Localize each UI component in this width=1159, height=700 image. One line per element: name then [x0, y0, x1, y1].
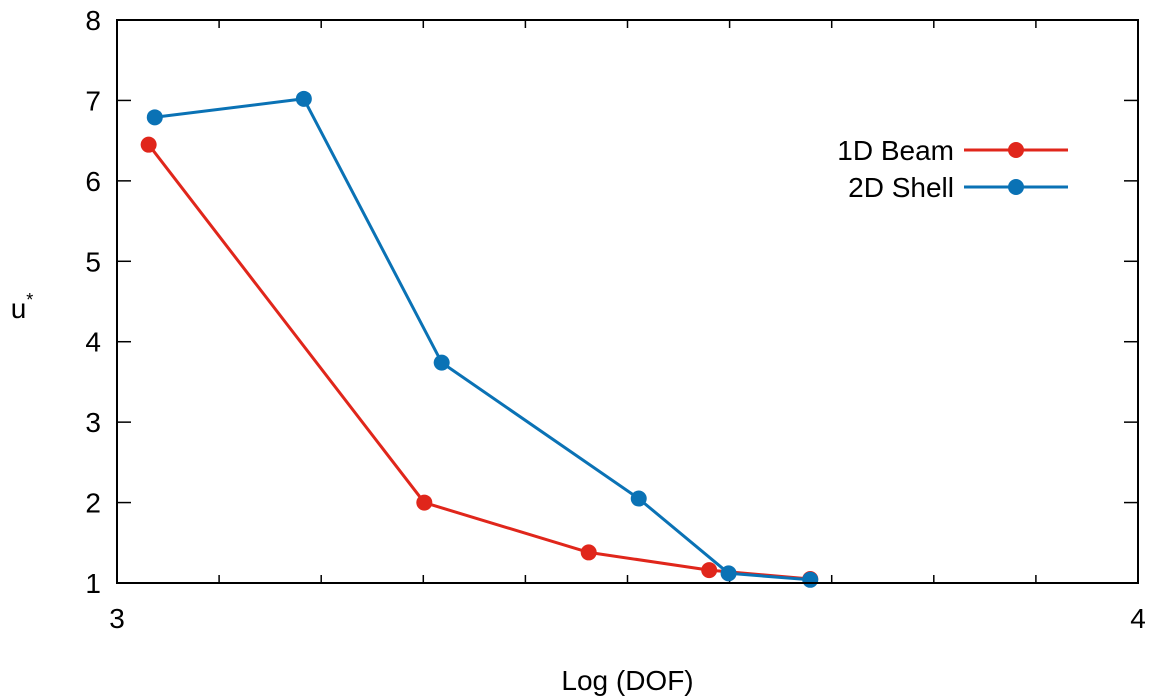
- data-point: [146, 109, 163, 126]
- tick-labels: 1 2 3 4 5 6 7 8 3 4: [85, 5, 1145, 634]
- plot-frame: [116, 19, 1139, 584]
- data-point: [295, 90, 312, 107]
- series: [140, 136, 819, 587]
- data-point: [140, 136, 157, 153]
- y-tick-label: 7: [85, 85, 101, 116]
- y-axis-label-main: u: [11, 293, 27, 324]
- legend-label: 1D Beam: [837, 135, 954, 166]
- data-point: [720, 565, 737, 582]
- x-minor-ticks: [218, 20, 1037, 583]
- y-tick-label: 1: [85, 568, 101, 599]
- data-point: [630, 490, 647, 507]
- series-line: [147, 143, 811, 581]
- data-point: [416, 494, 433, 511]
- legend-marker: [1008, 142, 1024, 158]
- data-point: [802, 571, 819, 588]
- series-line: [154, 97, 811, 582]
- y-tick-label: 2: [85, 488, 101, 519]
- legend: 1D Beam 2D Shell: [837, 135, 1068, 203]
- y-axis-label-superscript: *: [26, 290, 33, 310]
- legend-marker: [1008, 179, 1024, 195]
- series-layer: [140, 90, 819, 588]
- y-tick-label: 8: [85, 5, 101, 36]
- y-tick-label: 4: [85, 327, 101, 358]
- x-axis-label: Log (DOF): [561, 665, 693, 696]
- data-point: [433, 354, 450, 371]
- y-tick-label: 3: [85, 407, 101, 438]
- series: [146, 90, 819, 588]
- y-axis-label: u*: [11, 290, 34, 324]
- x-tick-label: 3: [109, 603, 125, 634]
- data-point: [580, 544, 597, 561]
- x-tick-label: 4: [1130, 603, 1146, 634]
- y-tick-label: 5: [85, 246, 101, 277]
- legend-label: 2D Shell: [848, 172, 954, 203]
- y-tick-label: 6: [85, 166, 101, 197]
- data-point: [701, 562, 718, 579]
